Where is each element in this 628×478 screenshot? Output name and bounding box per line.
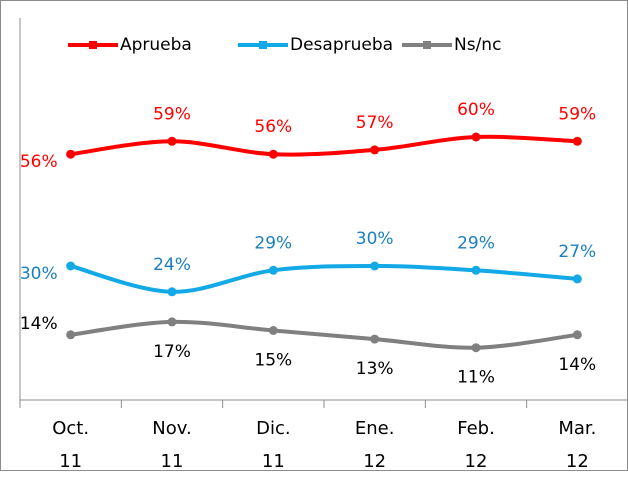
data-label: 13% — [356, 359, 394, 379]
point — [66, 261, 76, 271]
point — [268, 326, 278, 335]
legend-marker — [423, 41, 431, 49]
legend-label: Aprueba — [120, 35, 192, 55]
data-label: 27% — [558, 242, 596, 262]
data-label: 17% — [153, 342, 191, 362]
legend-marker — [259, 41, 267, 49]
point — [268, 265, 278, 275]
legend-label: Ns/nc — [454, 35, 501, 55]
data-label: 56% — [254, 117, 292, 137]
data-label: 29% — [254, 233, 292, 253]
x-tick-label: Feb. 12 — [457, 418, 495, 472]
point — [167, 136, 177, 146]
point — [471, 132, 481, 142]
data-label: 30% — [20, 264, 58, 284]
data-label: 24% — [153, 255, 191, 275]
data-label: 56% — [20, 152, 58, 172]
point — [268, 149, 278, 159]
data-label: 57% — [356, 113, 394, 133]
data-label: 14% — [20, 314, 58, 334]
series-line — [70, 134, 578, 157]
point — [471, 265, 481, 275]
x-tick-label: Mar. 12 — [558, 418, 597, 472]
data-label: 59% — [153, 104, 191, 124]
legend-marker — [89, 41, 97, 49]
point — [572, 274, 582, 284]
x-tick-label: Ene. 12 — [354, 418, 395, 472]
x-tick-label: Oct. 11 — [52, 418, 90, 472]
legend-label: Desaprueba — [290, 35, 393, 55]
point — [471, 343, 481, 353]
point — [370, 145, 380, 155]
data-label: 14% — [558, 355, 596, 375]
point — [370, 334, 380, 344]
data-label: 30% — [356, 229, 394, 249]
point — [66, 149, 76, 159]
point — [167, 317, 177, 327]
point — [370, 261, 380, 271]
data-label: 11% — [457, 368, 495, 388]
point — [572, 330, 582, 340]
series-line — [70, 263, 578, 294]
x-tick-label: Dic. 11 — [256, 418, 291, 472]
data-label: 29% — [457, 233, 495, 253]
x-tick-label: Nov. 11 — [152, 418, 192, 472]
point — [66, 330, 76, 340]
point — [167, 287, 177, 297]
data-label: 59% — [558, 104, 596, 124]
point — [572, 136, 582, 146]
data-label: 60% — [457, 100, 495, 120]
series-line — [70, 319, 578, 350]
data-label: 15% — [254, 351, 292, 371]
